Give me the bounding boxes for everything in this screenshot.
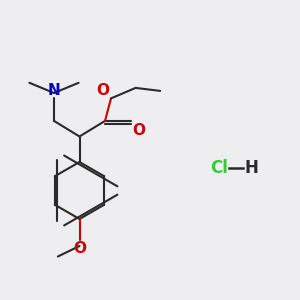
Text: O: O (73, 241, 86, 256)
Text: N: N (48, 83, 60, 98)
Text: O: O (97, 82, 110, 98)
Text: Cl: Cl (210, 159, 228, 177)
Text: O: O (132, 123, 145, 138)
Text: H: H (244, 159, 258, 177)
